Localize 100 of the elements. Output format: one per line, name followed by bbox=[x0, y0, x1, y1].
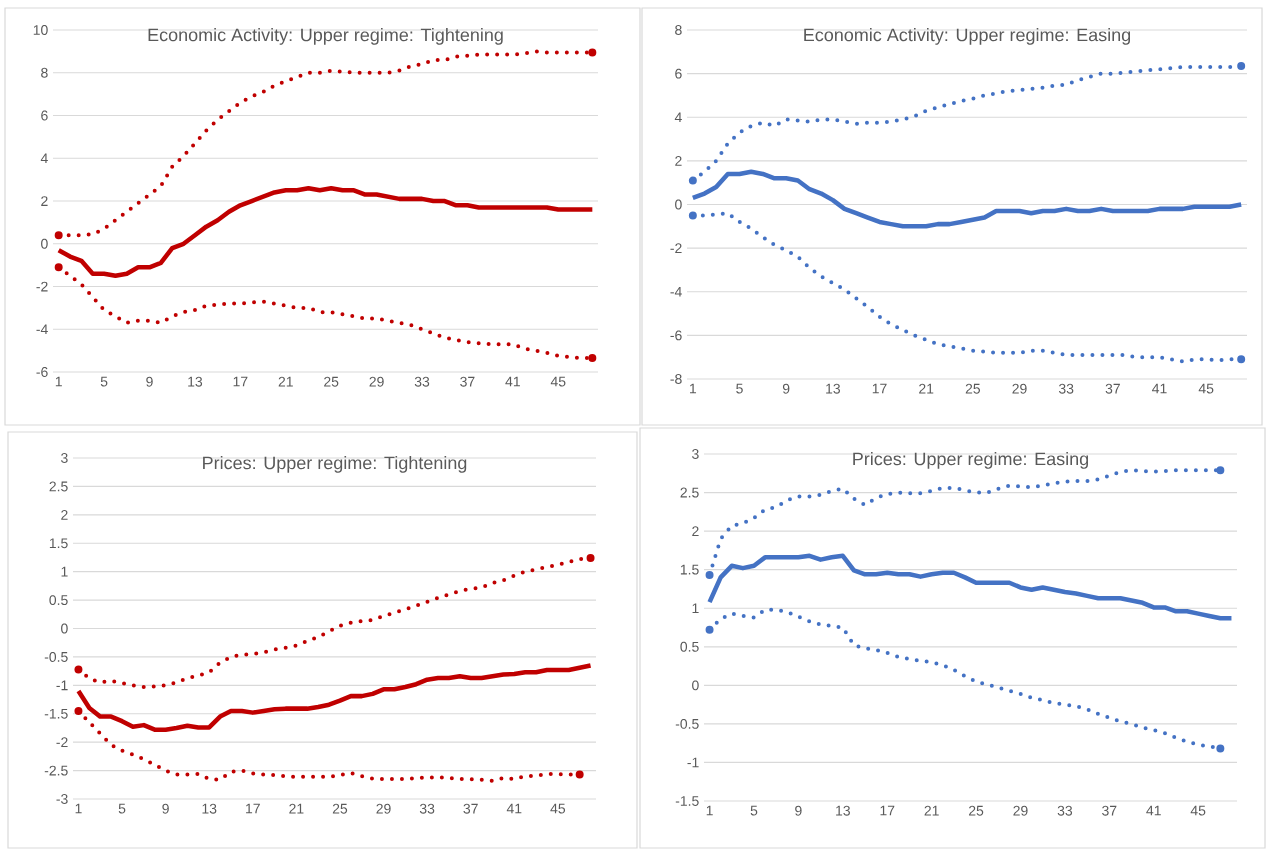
y-tick-label: -1 bbox=[56, 680, 68, 691]
x-tick-label: 9 bbox=[795, 805, 802, 816]
x-tick-label: 5 bbox=[100, 376, 108, 387]
point bbox=[588, 48, 597, 57]
point bbox=[54, 231, 63, 240]
x-tick-label: 33 bbox=[419, 803, 435, 814]
y-tick-label: 0 bbox=[675, 199, 682, 210]
y-tick-label: -2 bbox=[56, 737, 68, 748]
x-tick-label: 33 bbox=[1058, 383, 1074, 394]
x-tick-label: 45 bbox=[550, 803, 566, 814]
x-tick-label: 33 bbox=[1057, 805, 1073, 816]
point bbox=[705, 625, 714, 634]
x-tick-label: 41 bbox=[1146, 805, 1161, 816]
x-tick-label: 9 bbox=[162, 803, 169, 814]
x-tick-label: 33 bbox=[414, 376, 430, 387]
x-tick-label: 21 bbox=[289, 803, 304, 814]
x-tick-label: 21 bbox=[278, 376, 293, 387]
x-tick-label: 9 bbox=[146, 376, 153, 387]
y-tick-label: -3 bbox=[56, 794, 68, 804]
y-tick-label: 3 bbox=[692, 449, 699, 459]
y-tick-label: 1.5 bbox=[49, 538, 68, 549]
point bbox=[588, 354, 597, 363]
y-tick-label: -4 bbox=[36, 324, 48, 335]
x-tick-label: 17 bbox=[880, 805, 895, 816]
y-tick-label: -1.5 bbox=[44, 708, 68, 719]
y-tick-label: 0.5 bbox=[49, 595, 68, 606]
y-tick-label: 8 bbox=[41, 67, 48, 78]
y-tick-label: 8 bbox=[675, 25, 682, 35]
y-tick-label: 6 bbox=[675, 68, 682, 79]
y-tick-label: 0 bbox=[61, 623, 68, 634]
y-tick-label: 0 bbox=[692, 680, 699, 691]
y-tick-label: -8 bbox=[670, 374, 682, 384]
x-tick-label: 25 bbox=[965, 383, 981, 394]
x-tick-label: 29 bbox=[376, 803, 391, 814]
y-tick-label: 2 bbox=[692, 526, 699, 537]
y-tick-label: 1.5 bbox=[680, 564, 699, 575]
y-tick-label: 0 bbox=[41, 238, 48, 249]
point bbox=[1216, 466, 1225, 475]
x-tick-label: 17 bbox=[246, 803, 260, 814]
x-tick-label: 5 bbox=[118, 803, 126, 814]
y-tick-label: 2.5 bbox=[680, 487, 699, 498]
point bbox=[74, 665, 83, 674]
y-tick-label: -2 bbox=[36, 281, 48, 292]
y-tick-label: -2 bbox=[670, 243, 682, 254]
x-tick-label: 21 bbox=[919, 383, 934, 394]
chart-title: Prices: Upper regime: Tightening bbox=[203, 456, 467, 473]
x-tick-label: 37 bbox=[463, 803, 478, 814]
y-tick-label: 0.5 bbox=[680, 641, 699, 652]
point bbox=[688, 176, 697, 185]
x-tick-label: 29 bbox=[1013, 805, 1028, 816]
y-tick-label: 2.5 bbox=[49, 481, 68, 492]
x-tick-label: 37 bbox=[1102, 805, 1117, 816]
x-tick-label: 29 bbox=[369, 376, 384, 387]
x-tick-label: 5 bbox=[736, 383, 743, 394]
point bbox=[54, 263, 63, 272]
point bbox=[575, 770, 584, 779]
point bbox=[74, 706, 83, 715]
y-tick-label: 4 bbox=[674, 112, 682, 123]
chart-title: Prices: Upper regime: Easing bbox=[853, 452, 1089, 469]
y-tick-label: -0.5 bbox=[675, 718, 699, 729]
y-tick-label: 2 bbox=[41, 196, 48, 206]
x-tick-label: 45 bbox=[550, 376, 566, 387]
point bbox=[1216, 744, 1225, 753]
x-tick-label: 45 bbox=[1198, 383, 1214, 394]
point bbox=[586, 554, 595, 563]
point bbox=[688, 211, 697, 220]
y-tick-label: 2 bbox=[675, 156, 682, 166]
x-tick-label: 13 bbox=[826, 383, 841, 394]
x-tick-label: 21 bbox=[924, 805, 939, 816]
y-tick-label: -4 bbox=[670, 286, 682, 297]
y-tick-label: -0.5 bbox=[44, 651, 68, 662]
x-tick-label: 25 bbox=[332, 803, 348, 814]
point bbox=[1237, 355, 1246, 364]
x-tick-label: 17 bbox=[872, 383, 887, 394]
y-tick-label: -1 bbox=[687, 757, 699, 768]
y-tick-label: -6 bbox=[36, 367, 48, 377]
chart-title: Economic Activity: Upper regime: Tightening bbox=[148, 28, 503, 45]
x-tick-label: 9 bbox=[782, 383, 790, 394]
x-tick-label: 1 bbox=[706, 805, 713, 816]
point bbox=[705, 571, 714, 580]
y-tick-label: 6 bbox=[41, 110, 48, 121]
x-tick-label: 25 bbox=[968, 805, 984, 816]
y-tick-label: 10 bbox=[33, 25, 48, 35]
x-tick-label: 5 bbox=[750, 805, 758, 816]
x-tick-label: 1 bbox=[75, 803, 82, 814]
y-tick-label: -6 bbox=[670, 330, 682, 341]
x-tick-label: 45 bbox=[1190, 805, 1206, 816]
y-tick-label: 2 bbox=[61, 509, 68, 520]
y-tick-label: 3 bbox=[61, 453, 68, 463]
x-tick-label: 37 bbox=[1105, 383, 1120, 394]
x-tick-label: 13 bbox=[836, 805, 850, 816]
x-tick-label: 29 bbox=[1012, 383, 1027, 394]
x-tick-label: 13 bbox=[202, 803, 217, 814]
x-tick-label: 17 bbox=[233, 376, 248, 387]
x-tick-label: 25 bbox=[324, 376, 339, 387]
chart-title: Economic Activity: Upper regime: Easing bbox=[804, 28, 1131, 45]
x-tick-label: 41 bbox=[506, 803, 522, 814]
point bbox=[1237, 61, 1246, 70]
y-tick-label: 1 bbox=[61, 566, 68, 577]
x-tick-label: 41 bbox=[1152, 383, 1167, 394]
